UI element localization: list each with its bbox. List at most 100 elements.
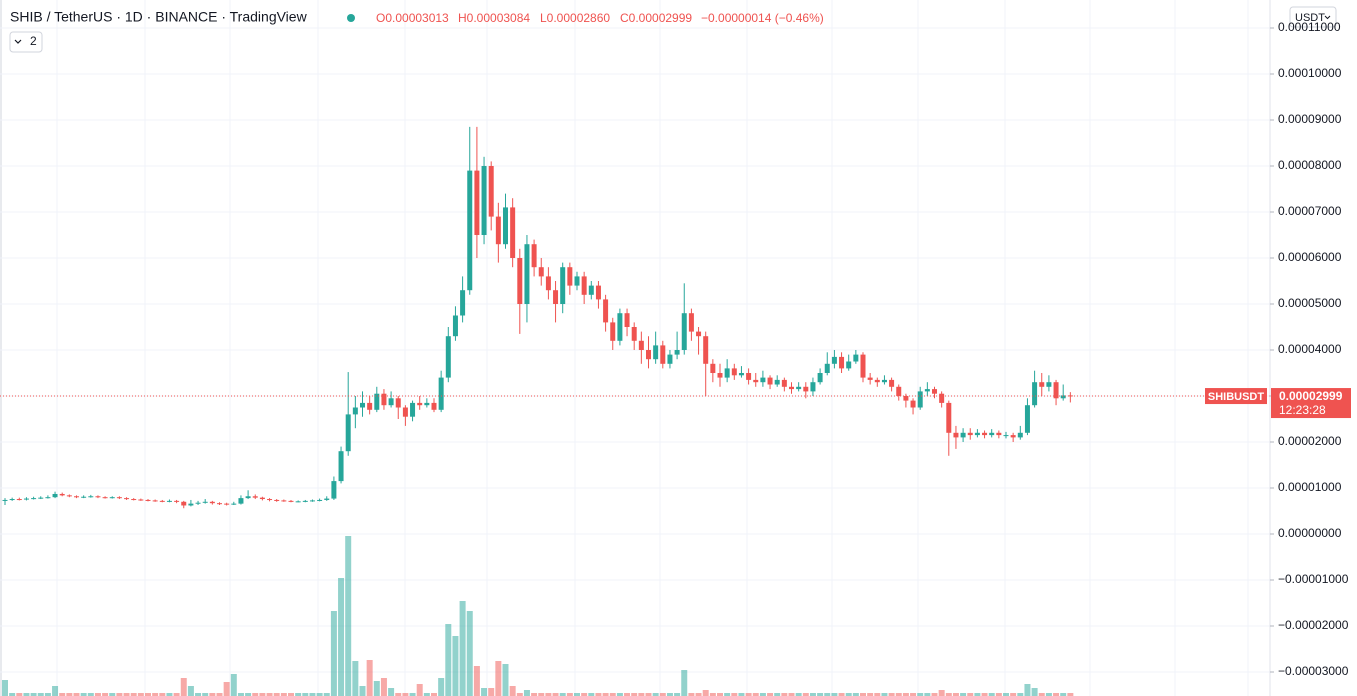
volume-bar <box>366 660 373 696</box>
candle-body <box>1046 382 1052 387</box>
candle-body <box>31 498 37 500</box>
volume-bar <box>631 693 638 696</box>
plot <box>0 27 1270 696</box>
volume-bar <box>509 686 516 696</box>
candle-body <box>810 382 816 392</box>
volume-bar <box>652 693 659 696</box>
volume-bar <box>159 693 166 696</box>
volume-bar <box>345 536 352 696</box>
volume-bar <box>380 678 387 696</box>
volume-bar <box>1038 693 1045 696</box>
volume-bar <box>266 693 273 696</box>
candle-body <box>1010 435 1016 438</box>
candle-body <box>59 493 65 496</box>
volume-bar <box>709 693 716 696</box>
candle-body <box>331 481 337 499</box>
volume-bar <box>1067 693 1074 696</box>
candle-body <box>109 497 115 499</box>
candle-body <box>560 267 566 305</box>
volume-bar <box>595 693 602 696</box>
volume-bar <box>566 693 573 696</box>
volume-bar <box>924 693 931 696</box>
volume-bar <box>738 693 745 696</box>
candle-body <box>1039 382 1045 387</box>
candle-body <box>624 313 630 328</box>
price-tag <box>1271 388 1351 419</box>
volume-bar <box>388 688 395 696</box>
candle-body <box>839 356 845 369</box>
candle-body <box>16 499 22 501</box>
toggle-box[interactable] <box>9 31 43 53</box>
volume-bar <box>967 693 974 696</box>
candle-body <box>295 501 301 503</box>
y-tick-label: −0.00002000 <box>1278 618 1349 632</box>
candle-body <box>696 331 702 337</box>
candle-body <box>588 285 594 295</box>
candle-body <box>1060 395 1066 399</box>
volume-bar <box>781 693 788 696</box>
volume-bar <box>395 693 402 696</box>
candle-body <box>345 414 351 452</box>
candle-body <box>674 350 680 355</box>
candle-body <box>867 377 873 380</box>
market-status <box>347 14 355 22</box>
volume-bar <box>316 693 323 696</box>
currency-select[interactable]: USDT <box>1289 6 1337 28</box>
candle-body <box>474 170 480 236</box>
candle-body <box>796 386 802 390</box>
candle-body <box>881 379 887 383</box>
volume-bar <box>681 670 688 696</box>
volume-bar <box>852 693 859 696</box>
candle-body <box>302 500 308 502</box>
candle-body <box>817 373 823 383</box>
volume-bar <box>73 693 80 696</box>
volume-bar <box>867 693 874 696</box>
volume-bar <box>659 693 666 696</box>
volume-bar <box>237 693 244 696</box>
candle-body <box>495 216 501 245</box>
indicators-toggle[interactable]: 2 <box>9 31 43 53</box>
currency-box[interactable] <box>1289 6 1337 28</box>
candle-body <box>81 496 87 498</box>
volume-bar <box>724 693 731 696</box>
volume-bar <box>888 693 895 696</box>
volume-bar <box>574 693 580 696</box>
candle-body <box>638 340 644 351</box>
volume-bar <box>359 686 366 696</box>
candle-body <box>545 276 551 291</box>
volume-bar <box>288 693 294 696</box>
volume-bar <box>416 684 423 696</box>
candle-body <box>74 496 79 498</box>
y-tick-label: 0.00011000 <box>1278 20 1341 34</box>
candle-body <box>52 493 58 498</box>
symbol-tag-label: SHIBUSDT <box>1208 391 1265 403</box>
candle-body <box>603 299 609 323</box>
volume-bar <box>52 686 59 696</box>
volume-bar <box>280 693 287 696</box>
volume-bar <box>145 693 151 696</box>
candle-body <box>317 499 323 501</box>
y-tick-label: 0.00001000 <box>1278 480 1342 494</box>
volume-bar <box>788 693 795 696</box>
volume-bar <box>495 661 502 696</box>
volume-bar <box>44 693 51 696</box>
ohlc-close: C0.00002999 <box>620 11 692 25</box>
volume-bar <box>259 693 266 696</box>
y-tick-label: 0.00002000 <box>1278 434 1342 448</box>
volume-bar <box>330 611 337 696</box>
volume-bar <box>1010 693 1017 696</box>
volume-bar <box>30 693 37 696</box>
candle-body <box>924 389 930 392</box>
volume-bar <box>523 690 530 696</box>
volume-bar <box>860 693 866 696</box>
candle-body <box>360 402 365 408</box>
candle-body <box>259 497 265 500</box>
candle-body <box>860 354 866 378</box>
candle-body <box>731 368 737 376</box>
candle-body <box>1067 395 1073 397</box>
volume-bar <box>702 690 709 696</box>
candle-body <box>188 503 194 506</box>
volume-bar <box>674 693 681 696</box>
candle-body <box>595 285 601 300</box>
